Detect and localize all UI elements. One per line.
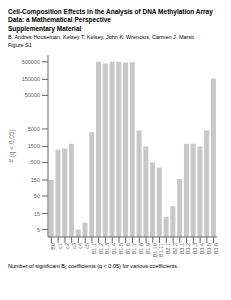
svg-text:B3.3: B3.3	[192, 243, 198, 254]
svg-text:500: 500	[31, 159, 40, 165]
svg-text:B3.5: B3.5	[206, 243, 212, 254]
svg-text:c2: c2	[64, 243, 70, 249]
svg-text:150000: 150000	[22, 76, 40, 82]
svg-text:B3.6: B3.6	[213, 243, 219, 254]
svg-text:B1.4: B1.4	[111, 243, 117, 254]
svg-text:c4: c4	[77, 243, 83, 249]
svg-text:50: 50	[34, 193, 40, 199]
html-text:Cell-Composition Effects in th: Cell-Composition Effects in the Analysis…	[8, 8, 213, 23]
html-text:B. Andres Houseman, Kelsey T.: B. Andres Houseman, Kelsey T. Kelsey, Jo…	[8, 34, 194, 40]
svg-text:c3: c3	[71, 243, 77, 249]
svg-text:5: 5	[37, 227, 40, 233]
svg-text:B3.4: B3.4	[199, 243, 205, 254]
svg-text:B1.3: B1.3	[104, 243, 110, 254]
svg-text:B0: B0	[50, 243, 56, 250]
svg-text:150: 150	[31, 177, 40, 183]
svg-text:B2.2: B2.2	[172, 243, 178, 254]
svg-text:B1.10: B1.10	[152, 243, 158, 257]
svg-text:B1.5: B1.5	[118, 243, 124, 254]
svg-text:B1.6: B1.6	[125, 243, 131, 254]
html-text:Supplementary Material: Supplementary Material	[8, 25, 82, 32]
svg-text:1500: 1500	[28, 143, 40, 149]
svg-text:B1.7: B1.7	[131, 243, 137, 254]
html-text:Number of significant B₁ coeff: Number of significant B₁ coefficients (q…	[8, 263, 179, 269]
svg-text:# (q < 0.05): # (q < 0.05)	[8, 129, 16, 162]
svg-text:c5: c5	[84, 243, 90, 249]
svg-text:15: 15	[34, 211, 40, 217]
svg-text:B1.8: B1.8	[138, 243, 144, 254]
svg-text:50000: 50000	[25, 92, 40, 98]
svg-text:B3.2: B3.2	[185, 243, 191, 254]
svg-text:500000: 500000	[22, 59, 40, 65]
svg-text:B1.9: B1.9	[145, 243, 151, 254]
svg-text:B1.11: B1.11	[158, 243, 164, 257]
svg-text:c1: c1	[57, 243, 63, 249]
svg-text:5000: 5000	[28, 126, 40, 132]
svg-text:B1.1: B1.1	[91, 243, 97, 254]
svg-text:B3.1: B3.1	[179, 243, 185, 254]
svg-text:B1.2: B1.2	[98, 243, 104, 254]
svg-text:B2.1: B2.1	[165, 243, 171, 254]
html-text:Figure S1: Figure S1	[8, 42, 32, 48]
